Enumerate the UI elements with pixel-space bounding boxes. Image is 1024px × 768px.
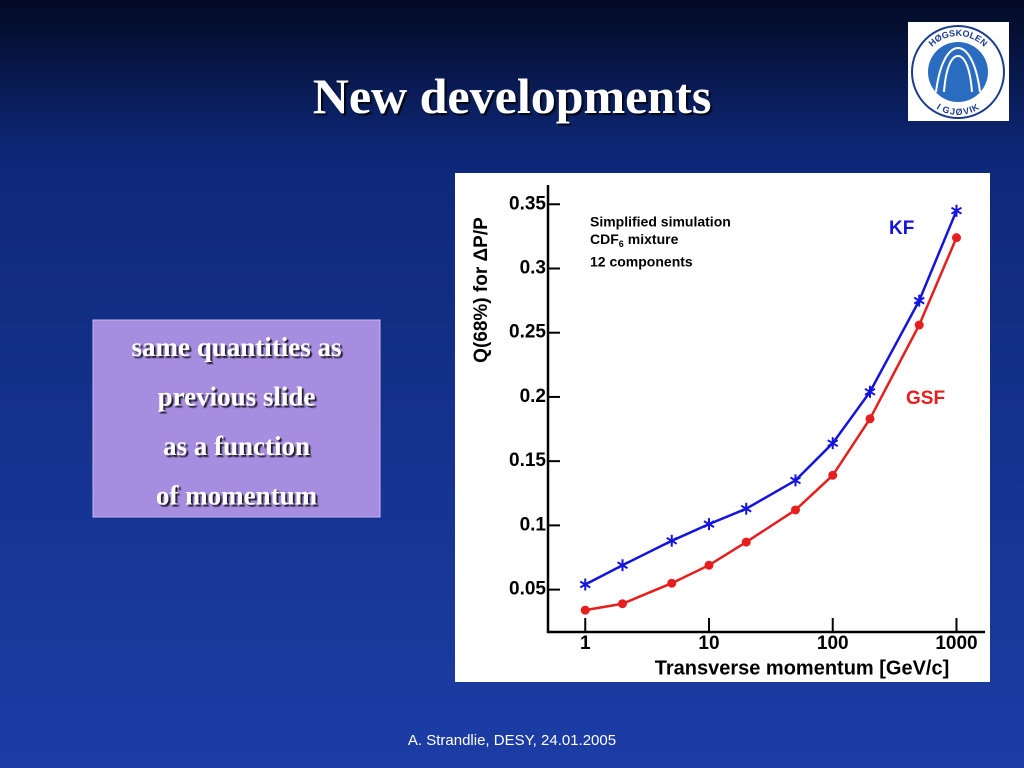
logo-disc [928, 42, 988, 102]
data-point [828, 470, 838, 480]
annotation-part: mixture [628, 231, 679, 247]
annotation: 12 components [590, 254, 693, 270]
text-box [92, 319, 381, 518]
annotation-part: CDF [590, 231, 619, 247]
y-tick-label: 0.05 [509, 579, 546, 600]
data-point [580, 605, 590, 615]
annotation-subscript: 6 [619, 239, 624, 249]
data-point [864, 385, 876, 398]
data-point [616, 559, 629, 572]
data-point [618, 599, 628, 609]
y-tick-label: 0.15 [509, 450, 546, 471]
series-line [585, 237, 958, 612]
logo: HØGSKOLEN I GJØVIK [908, 22, 1009, 121]
annotation: CDF6 mixture [590, 231, 679, 250]
data-point [666, 534, 678, 547]
y-tick-label: 0.25 [509, 322, 546, 343]
text-box-line: as a function [163, 431, 310, 461]
x-tick-label: 10 [698, 633, 719, 654]
data-point [865, 414, 875, 424]
chart-background [455, 173, 990, 682]
data-point [579, 578, 591, 591]
text-box-line: of momentum [156, 481, 318, 511]
y-tick-label: 0.2 [520, 386, 546, 407]
footer: A. Strandlie, DESY, 24.01.2005 [408, 732, 616, 749]
chart: Q(68%) for ΔP/P Transverse momentum [GeV… [455, 173, 990, 682]
y-tick-label: 0.35 [509, 193, 546, 214]
x-tick-label: 100 [817, 633, 849, 654]
data-point [827, 437, 839, 450]
annotation: Simplified simulation [590, 214, 731, 230]
logo-text-bottom: I GJØVIK [935, 102, 981, 117]
series-label: KF [889, 218, 914, 239]
x-tick-label: 1000 [935, 633, 977, 654]
data-point [789, 474, 802, 487]
text-box-lines: same quantities as previous slide as a fun… [131, 332, 341, 511]
data-point [741, 537, 751, 547]
logo-text: I GJØVIK [935, 102, 981, 117]
y-tick-label: 0.1 [520, 514, 547, 535]
slide-title: New developments [313, 68, 712, 124]
data-point [913, 294, 925, 307]
logo-arches [935, 46, 981, 93]
data-point [951, 233, 961, 243]
x-tick-label: 1 [580, 633, 591, 654]
text-box-line: same quantities as [131, 332, 341, 362]
data-point [704, 560, 714, 570]
y-axis-label: Q(68%) for ΔP/P [471, 217, 492, 363]
axes [546, 185, 985, 634]
data-point [914, 320, 924, 330]
data-point [703, 518, 715, 531]
x-axis-label: Transverse momentum [GeV/c] [655, 657, 950, 679]
data-point [740, 502, 752, 515]
series-label: GSF [906, 388, 945, 409]
series-line [584, 210, 958, 586]
data-point [790, 505, 800, 515]
data-point [667, 578, 677, 588]
text-box-line: previous slide [158, 382, 316, 412]
y-tick-label: 0.3 [520, 258, 546, 279]
data-point [950, 204, 962, 217]
